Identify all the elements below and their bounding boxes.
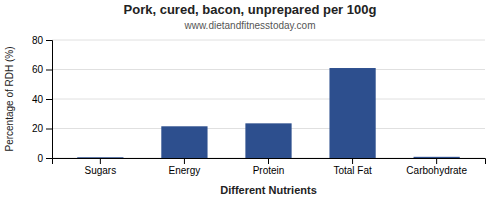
x-tick-label: Energy xyxy=(169,165,201,176)
grid xyxy=(52,40,485,158)
grid-line xyxy=(52,99,485,100)
y-axis-line xyxy=(46,41,53,159)
y-axis: 0 20 40 60 80 xyxy=(32,35,53,164)
x-tick-mark xyxy=(436,158,437,164)
y-tick-mark xyxy=(46,70,52,71)
y-tick: 60 xyxy=(32,64,52,75)
y-tick-mark xyxy=(46,129,52,130)
grid-line xyxy=(52,69,485,70)
bars xyxy=(77,68,460,158)
y-axis-title: Percentage of RDH (%) xyxy=(4,46,15,151)
x-tick: Sugars xyxy=(85,158,117,176)
y-tick-label: 0 xyxy=(37,153,43,164)
grid-line xyxy=(52,40,485,41)
x-tick-mark xyxy=(100,158,101,164)
title: Pork, cured, bacon, unprepared per 100g xyxy=(124,2,377,17)
y-tick-mark xyxy=(46,99,52,100)
y-tick-mark xyxy=(46,40,52,41)
bar xyxy=(77,157,123,158)
x-tick-label: Protein xyxy=(253,165,285,176)
x-axis-line xyxy=(53,159,486,165)
y-tick-label: 60 xyxy=(32,64,44,75)
x-tick-label: Carbohydrate xyxy=(406,165,467,176)
x-axis-title: Different Nutrients xyxy=(220,184,317,196)
bar xyxy=(161,126,207,158)
x-tick-mark xyxy=(184,158,185,164)
x-tick: Carbohydrate xyxy=(406,158,467,176)
y-tick: 0 xyxy=(37,153,52,164)
plot: 0 20 40 60 80 Sugars Energy Protein Total Fat Car… xyxy=(32,35,486,176)
y-tick: 20 xyxy=(32,123,52,134)
x-tick: Energy xyxy=(169,158,201,176)
x-tick: Protein xyxy=(253,158,285,176)
x-tick-mark xyxy=(352,158,353,164)
y-tick-label: 20 xyxy=(32,123,44,134)
x-axis: Sugars Energy Protein Total Fat Carbohydrate xyxy=(53,158,486,176)
x-tick-label: Sugars xyxy=(85,165,117,176)
subtitle: www.dietandfitnesstoday.com xyxy=(184,20,316,31)
y-tick-label: 80 xyxy=(32,35,44,46)
bar xyxy=(414,157,460,158)
y-tick: 40 xyxy=(32,94,52,105)
bar xyxy=(329,68,375,158)
y-tick-label: 40 xyxy=(32,94,44,105)
chart: Pork, cured, bacon, unprepared per 100g w… xyxy=(0,0,500,200)
y-tick: 80 xyxy=(32,35,52,46)
x-tick: Total Fat xyxy=(333,158,372,176)
bar xyxy=(245,123,291,158)
x-tick-label: Total Fat xyxy=(333,165,372,176)
x-tick-mark xyxy=(268,158,269,164)
y-tick-mark xyxy=(46,158,52,159)
